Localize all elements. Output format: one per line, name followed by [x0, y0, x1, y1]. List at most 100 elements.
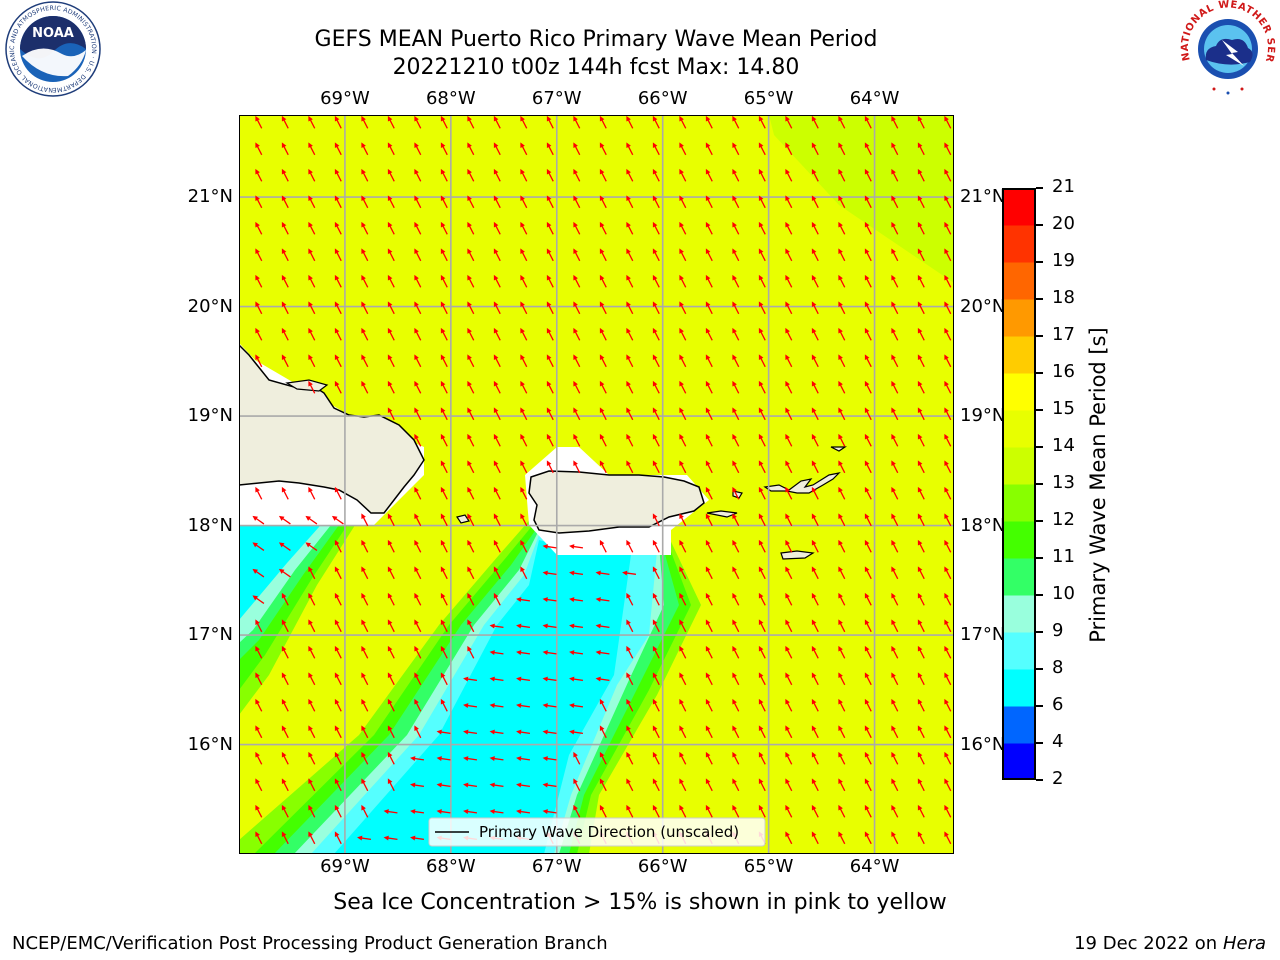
wave-direction-arrow — [679, 592, 687, 606]
lon-tick-top: 65°W — [743, 88, 794, 109]
wave-direction-arrow — [281, 751, 289, 765]
wave-direction-arrow — [891, 301, 899, 315]
colorbar-tick-mark — [1036, 705, 1043, 707]
wave-direction-arrow — [785, 380, 793, 394]
wave-direction-arrow — [281, 327, 289, 341]
wave-direction-arrow — [732, 301, 740, 315]
wave-direction-arrow — [569, 623, 584, 629]
wave-direction-arrow — [944, 831, 952, 845]
wave-direction-arrow — [440, 672, 448, 686]
lat-tick-left: 17°N — [187, 624, 233, 646]
wave-direction-arrow — [387, 778, 395, 792]
wave-direction-arrow — [281, 831, 289, 845]
wave-direction-arrow — [569, 544, 584, 550]
footer-date-text: 19 Dec 2022 on — [1074, 933, 1218, 954]
wave-direction-arrow — [864, 380, 872, 394]
wave-direction-arrow — [599, 301, 607, 315]
lon-tick-bottom: 65°W — [743, 856, 794, 877]
wave-direction-arrow — [652, 195, 660, 209]
wave-direction-arrow — [414, 248, 422, 262]
wave-direction-arrow — [785, 751, 793, 765]
lat-tick-right: 16°N — [960, 733, 1006, 755]
wave-direction-arrow — [891, 248, 899, 262]
wave-direction-arrow — [357, 835, 372, 841]
wave-direction-arrow — [785, 195, 793, 209]
wave-direction-arrow — [542, 544, 557, 550]
wave-direction-arrow — [599, 195, 607, 209]
wave-direction-arrow — [281, 115, 289, 129]
wave-direction-arrow — [278, 515, 291, 525]
wave-direction-arrow — [308, 751, 316, 765]
wave-direction-arrow — [255, 327, 263, 341]
wave-direction-arrow — [361, 513, 369, 527]
wave-direction-arrow — [864, 274, 872, 288]
wave-direction-arrow — [705, 698, 713, 712]
wave-direction-arrow — [440, 619, 448, 633]
wave-direction-arrow — [334, 248, 342, 262]
wave-direction-arrow — [811, 698, 819, 712]
wave-direction-arrow — [542, 623, 557, 629]
wave-direction-arrow — [308, 221, 316, 235]
wave-direction-arrow — [838, 698, 846, 712]
wave-direction-arrow — [520, 380, 528, 394]
wave-direction-arrow — [838, 354, 846, 368]
wave-direction-arrow — [436, 782, 451, 788]
wave-direction-arrow — [281, 725, 289, 739]
wave-direction-arrow — [516, 676, 531, 682]
wave-direction-arrow — [361, 804, 369, 818]
wave-direction-arrow — [679, 221, 687, 235]
wave-direction-arrow — [864, 115, 872, 129]
wave-direction-arrow — [414, 115, 422, 129]
wave-direction-arrow — [387, 592, 395, 606]
wave-direction-arrow — [864, 672, 872, 686]
wave-direction-arrow — [917, 407, 925, 421]
wave-direction-arrow — [785, 831, 793, 845]
lat-tick-left: 16°N — [187, 733, 233, 755]
wave-direction-arrow — [308, 778, 316, 792]
wave-direction-arrow — [255, 115, 263, 129]
wave-direction-arrow — [652, 513, 660, 527]
wave-direction-arrow — [732, 566, 740, 580]
wave-direction-arrow — [308, 327, 316, 341]
wave-direction-arrow — [944, 380, 952, 394]
wave-direction-arrow — [785, 566, 793, 580]
map-subtitle: 20221210 t00z 144h fcst Max: 14.80 — [392, 55, 800, 80]
wave-direction-arrow — [334, 725, 342, 739]
land-virgin-islands — [763, 472, 841, 494]
land-puerto-rico — [528, 470, 705, 534]
wave-direction-arrow — [308, 248, 316, 262]
wave-direction-arrow — [705, 301, 713, 315]
wave-direction-arrow — [758, 619, 766, 633]
wave-direction-arrow — [252, 595, 265, 604]
wave-direction-arrow — [944, 327, 952, 341]
wave-direction-arrow — [414, 195, 422, 209]
colorbar-segment — [1002, 595, 1036, 633]
colorbar-tick-label: 8 — [1052, 657, 1064, 678]
wave-direction-arrow — [917, 804, 925, 818]
wave-direction-arrow — [864, 327, 872, 341]
wave-direction-arrow — [516, 597, 531, 603]
wave-direction-arrow — [917, 725, 925, 739]
wave-direction-arrow — [436, 809, 451, 815]
wave-direction-arrow — [493, 566, 501, 580]
wave-direction-arrow — [569, 570, 584, 576]
lat-tick-left: 20°N — [187, 295, 233, 317]
wave-direction-arrow — [520, 513, 528, 527]
wave-direction-arrow — [467, 195, 475, 209]
wave-direction-arrow — [652, 460, 660, 474]
wave-direction-arrow — [917, 778, 925, 792]
wave-direction-arrow — [785, 725, 793, 739]
wave-direction-arrow — [785, 221, 793, 235]
wave-direction-arrow — [546, 195, 554, 209]
wave-direction-arrow — [917, 698, 925, 712]
wave-direction-arrow — [334, 566, 342, 580]
wave-direction-arrow — [599, 274, 607, 288]
wave-direction-arrow — [493, 301, 501, 315]
colorbar-tick-mark — [1036, 187, 1043, 189]
wave-direction-arrow — [516, 782, 531, 788]
wave-direction-arrow — [732, 142, 740, 156]
wave-direction-arrow — [334, 327, 342, 341]
colorbar-segment — [1002, 632, 1036, 670]
wave-direction-arrow — [573, 327, 581, 341]
wave-direction-arrow — [440, 592, 448, 606]
